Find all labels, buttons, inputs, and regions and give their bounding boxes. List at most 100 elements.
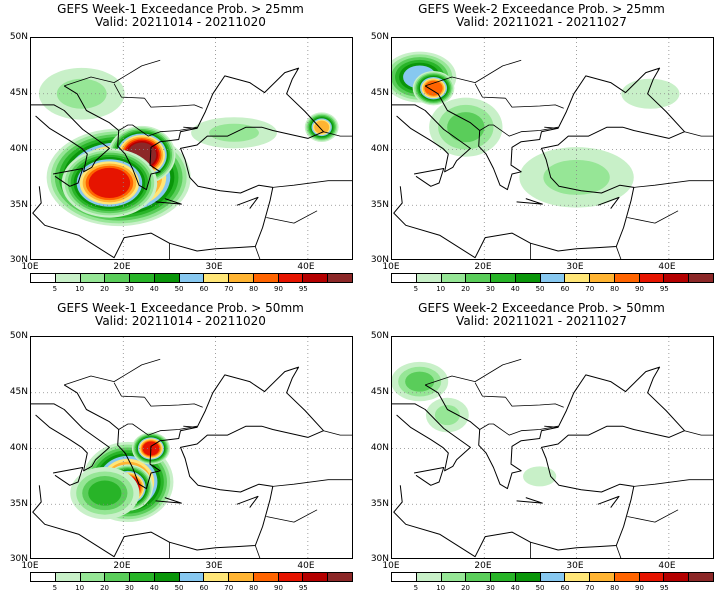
colorbar-swatch bbox=[328, 573, 352, 581]
colorbar-swatch bbox=[441, 573, 467, 581]
lat-label: 40N bbox=[9, 144, 28, 154]
colorbar-label: 30 bbox=[485, 584, 495, 592]
lon-label: 20E bbox=[474, 561, 492, 571]
colorbar-swatch bbox=[664, 573, 690, 581]
colorbar-label: 5 bbox=[413, 285, 419, 293]
lat-label: 30N bbox=[9, 255, 28, 265]
map-panel-week2-25mm: GEFS Week-2 Exceedance Prob. > 25mm Vali… bbox=[361, 0, 722, 299]
country-border bbox=[633, 180, 713, 188]
lat-label: 35N bbox=[370, 200, 389, 210]
country-border bbox=[615, 545, 622, 558]
lat-label: 50N bbox=[9, 32, 28, 42]
colorbar-swatch bbox=[416, 274, 442, 282]
colorbar-swatch bbox=[466, 573, 492, 581]
colorbar-label: 95 bbox=[298, 584, 308, 592]
colorbar-label: 70 bbox=[224, 285, 234, 293]
coastline bbox=[392, 104, 471, 173]
colorbar-label: 20 bbox=[461, 285, 470, 293]
colorbar-swatch bbox=[328, 274, 352, 282]
colorbar-label: 80 bbox=[610, 285, 620, 293]
coastline bbox=[414, 467, 445, 486]
panel-title: GEFS Week-1 Exceedance Prob. > 25mm bbox=[57, 2, 304, 16]
probability-contour bbox=[447, 112, 485, 143]
colorbar-swatch bbox=[565, 573, 591, 581]
colorbar-swatch bbox=[229, 573, 254, 581]
colorbar-label: 70 bbox=[585, 285, 595, 293]
lat-label: 45N bbox=[370, 88, 389, 98]
colorbar-label: 90 bbox=[273, 285, 283, 293]
map-frame bbox=[30, 336, 353, 559]
colorbar-swatch bbox=[639, 274, 665, 282]
colorbar-label: 60 bbox=[199, 285, 209, 293]
colorbar-swatch bbox=[392, 274, 417, 282]
panel-valid-dates: Valid: 20211014 - 20211020 bbox=[95, 314, 266, 328]
coastline bbox=[597, 495, 620, 508]
colorbar-swatch bbox=[31, 573, 56, 581]
map-frame bbox=[30, 37, 353, 260]
coastline bbox=[414, 168, 445, 187]
coastline bbox=[155, 497, 182, 504]
lon-label: 10E bbox=[382, 262, 400, 272]
lon-label: 10E bbox=[21, 561, 39, 571]
colorbar bbox=[391, 273, 714, 283]
country-border bbox=[64, 358, 161, 386]
colorbar-swatch bbox=[515, 573, 541, 581]
colorbar-label: 50 bbox=[535, 584, 545, 592]
colorbar-swatch bbox=[253, 274, 279, 282]
colorbar-swatch bbox=[278, 274, 304, 282]
colorbar-swatch bbox=[130, 274, 155, 282]
colorbar-label: 95 bbox=[659, 584, 669, 592]
probability-contour bbox=[434, 405, 460, 426]
country-border bbox=[254, 246, 261, 259]
country-border bbox=[684, 430, 713, 436]
colorbar bbox=[391, 572, 714, 582]
coastline bbox=[393, 366, 685, 558]
colorbar-swatch bbox=[179, 274, 205, 282]
colorbar-label: 80 bbox=[610, 584, 620, 592]
colorbar-swatch bbox=[55, 274, 81, 282]
country-border bbox=[323, 131, 352, 137]
coastline bbox=[236, 495, 259, 508]
panel-title: GEFS Week-2 Exceedance Prob. > 50mm bbox=[418, 301, 665, 315]
lon-label: 10E bbox=[382, 561, 400, 571]
lat-label: 50N bbox=[370, 32, 389, 42]
country-border bbox=[544, 425, 559, 428]
country-border bbox=[272, 180, 352, 188]
lat-label: 45N bbox=[370, 387, 389, 397]
country-border bbox=[544, 126, 559, 129]
coastline bbox=[53, 168, 84, 187]
colorbar-label: 40 bbox=[149, 584, 159, 592]
colorbar-swatch bbox=[491, 573, 516, 581]
coastline bbox=[516, 198, 543, 205]
map-canvas bbox=[31, 337, 352, 558]
colorbar-label: 40 bbox=[149, 285, 159, 293]
colorbar-swatch bbox=[154, 573, 180, 581]
colorbar-swatch bbox=[179, 573, 205, 581]
lon-label: 30E bbox=[205, 262, 223, 272]
colorbar-swatch bbox=[639, 573, 665, 581]
colorbar-label: 30 bbox=[124, 584, 134, 592]
country-border bbox=[627, 210, 679, 224]
lat-label: 40N bbox=[370, 144, 389, 154]
colorbar-swatch bbox=[689, 274, 713, 282]
colorbar-label: 30 bbox=[485, 285, 495, 293]
probability-contour bbox=[621, 78, 680, 109]
lat-label: 40N bbox=[9, 443, 28, 453]
lat-label: 35N bbox=[9, 499, 28, 509]
coastline bbox=[155, 198, 182, 205]
colorbar-label: 10 bbox=[75, 285, 85, 293]
colorbar-swatch bbox=[303, 573, 329, 581]
colorbar-swatch bbox=[515, 274, 541, 282]
country-border bbox=[266, 210, 318, 224]
colorbar-label: 20 bbox=[461, 584, 470, 592]
country-border bbox=[505, 97, 564, 109]
colorbar-swatch bbox=[303, 274, 329, 282]
map-panel-week1-25mm: GEFS Week-1 Exceedance Prob. > 25mm Vali… bbox=[0, 0, 361, 299]
country-border bbox=[144, 97, 203, 109]
colorbar-swatch bbox=[491, 274, 516, 282]
lat-label: 35N bbox=[9, 200, 28, 210]
country-border bbox=[118, 423, 198, 436]
colorbar-swatch bbox=[80, 573, 106, 581]
colorbar-label: 90 bbox=[273, 584, 283, 592]
coastline bbox=[393, 67, 685, 259]
